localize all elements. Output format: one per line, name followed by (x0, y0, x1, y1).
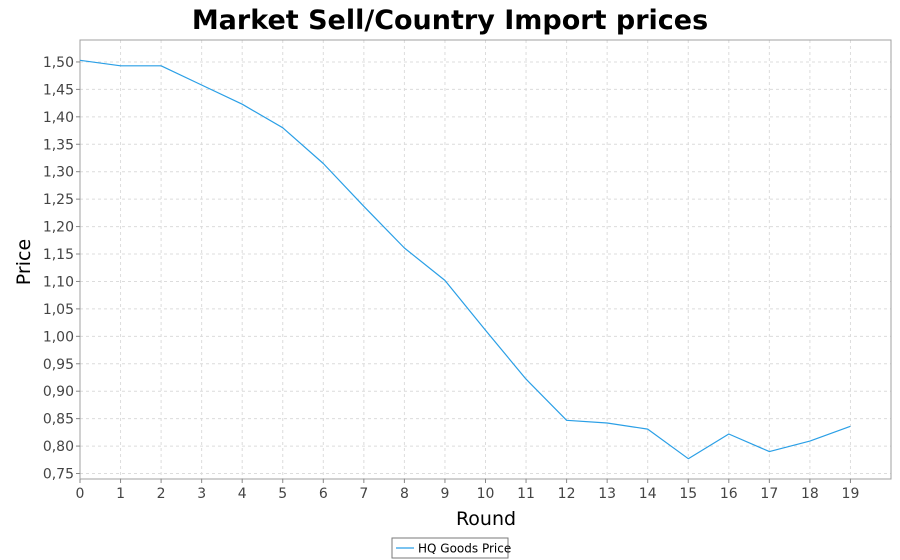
y-tick-label: 1,15 (43, 247, 74, 263)
series-layer (79, 59, 851, 460)
data-point (79, 60, 80, 61)
y-axis-ticks: 0,75 0,80 0,85 0,90 0,95 1,00 1,05 1,10 1,15 1,20… (43, 55, 80, 483)
legend-entry: HQ Goods Price (418, 542, 511, 556)
data-point (728, 433, 729, 434)
y-axis-label: Price (13, 239, 35, 285)
x-tick-label: 11 (517, 486, 535, 502)
y-tick-label: 1,25 (43, 192, 74, 208)
y-tick-label: 0,80 (43, 439, 74, 455)
data-point (404, 247, 405, 248)
y-tick-label: 1,10 (43, 274, 74, 290)
data-point (566, 420, 567, 421)
y-tick-label: 0,90 (43, 384, 74, 400)
chart-title: Market Sell/Country Import prices (192, 5, 708, 36)
data-point (769, 451, 770, 452)
y-tick-label: 1,45 (43, 82, 74, 98)
y-tick-label: 1,40 (43, 110, 74, 126)
x-tick-label: 9 (440, 486, 449, 502)
x-tick-label: 10 (477, 486, 495, 502)
data-point (161, 65, 162, 66)
data-point (363, 206, 364, 207)
data-point (323, 163, 324, 164)
y-tick-label: 0,85 (43, 412, 74, 428)
x-tick-label: 0 (76, 486, 85, 502)
y-tick-label: 1,30 (43, 165, 74, 181)
x-tick-label: 3 (197, 486, 206, 502)
x-tick-label: 17 (760, 486, 778, 502)
data-point (525, 379, 526, 380)
x-tick-label: 16 (720, 486, 738, 502)
x-tick-label: 12 (558, 486, 576, 502)
data-point (242, 104, 243, 105)
legend-box (391, 537, 509, 559)
y-tick-label: 0,95 (43, 357, 74, 373)
data-point (809, 441, 810, 442)
x-tick-label: 7 (359, 486, 368, 502)
y-tick-label: 1,35 (43, 137, 74, 153)
y-tick-label: 1,50 (43, 55, 74, 71)
data-point (850, 426, 851, 427)
data-point (607, 422, 608, 423)
y-tick-label: 1,00 (43, 329, 74, 345)
y-tick-label: 1,20 (43, 220, 74, 236)
x-tick-label: 19 (842, 486, 860, 502)
data-point (688, 458, 689, 459)
data-point (120, 65, 121, 66)
x-tick-label: 6 (319, 486, 328, 502)
data-point (647, 428, 648, 429)
x-tick-label: 8 (400, 486, 409, 502)
x-tick-label: 13 (598, 486, 616, 502)
legend: HQ Goods Price (391, 537, 511, 559)
data-point (282, 127, 283, 128)
x-tick-label: 4 (238, 486, 247, 502)
x-tick-label: 2 (157, 486, 166, 502)
x-axis-ticks: 0 1 2 3 4 5 6 7 8 9 10 11 12 13 14 15 16 17 18 19 (76, 479, 860, 502)
x-tick-label: 18 (801, 486, 819, 502)
x-tick-label: 14 (639, 486, 657, 502)
x-tick-label: 5 (278, 486, 287, 502)
data-point (485, 330, 486, 331)
grid (79, 40, 891, 479)
y-tick-label: 1,05 (43, 302, 74, 318)
x-tick-label: 1 (116, 486, 125, 502)
y-tick-label: 0,75 (43, 467, 74, 483)
series-line-0 (79, 59, 851, 460)
x-axis-label: Round (456, 508, 516, 530)
data-point (444, 280, 445, 281)
x-tick-label: 15 (679, 486, 697, 502)
data-point (201, 84, 202, 85)
